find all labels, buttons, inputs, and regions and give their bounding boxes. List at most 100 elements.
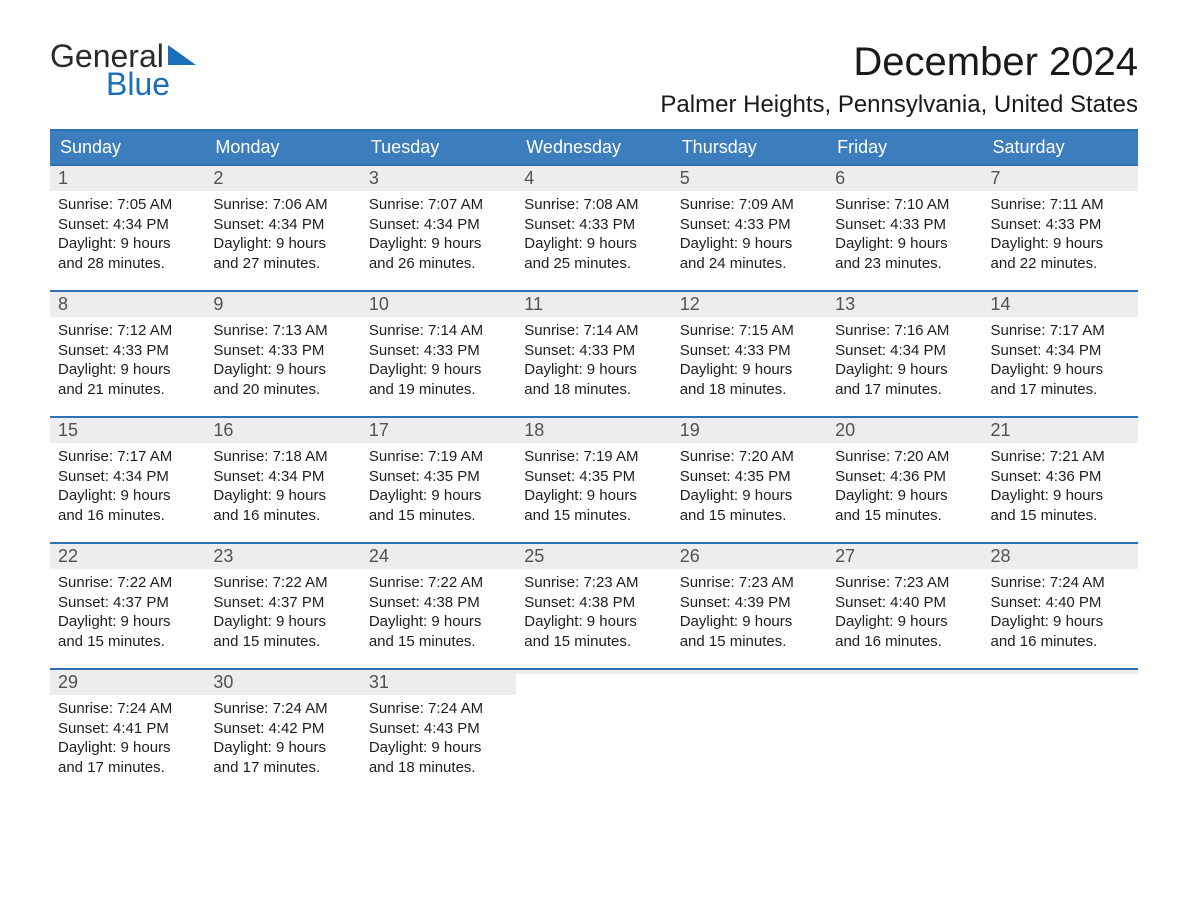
day-line-ss: Sunset: 4:34 PM (213, 467, 352, 487)
day-line-ss: Sunset: 4:34 PM (213, 215, 352, 235)
calendar-day: 25Sunrise: 7:23 AMSunset: 4:38 PMDayligh… (516, 544, 671, 668)
day-line-ss: Sunset: 4:38 PM (524, 593, 663, 613)
day-line-ss: Sunset: 4:42 PM (213, 719, 352, 739)
day-line-sr: Sunrise: 7:14 AM (524, 321, 663, 341)
day-line-d1: Daylight: 9 hours (213, 360, 352, 380)
day-line-d1: Daylight: 9 hours (213, 234, 352, 254)
day-line-sr: Sunrise: 7:20 AM (835, 447, 974, 467)
day-line-d2: and 16 minutes. (835, 632, 974, 652)
day-line-ss: Sunset: 4:33 PM (58, 341, 197, 361)
day-line-sr: Sunrise: 7:24 AM (991, 573, 1130, 593)
day-number: 8 (50, 292, 205, 317)
day-body: Sunrise: 7:22 AMSunset: 4:38 PMDaylight:… (361, 569, 516, 665)
day-number: 12 (672, 292, 827, 317)
day-number (672, 670, 827, 674)
day-line-ss: Sunset: 4:34 PM (58, 215, 197, 235)
calendar-day (516, 670, 671, 794)
day-number: 15 (50, 418, 205, 443)
day-line-sr: Sunrise: 7:08 AM (524, 195, 663, 215)
day-line-sr: Sunrise: 7:11 AM (991, 195, 1130, 215)
day-line-sr: Sunrise: 7:12 AM (58, 321, 197, 341)
calendar-day: 24Sunrise: 7:22 AMSunset: 4:38 PMDayligh… (361, 544, 516, 668)
day-line-sr: Sunrise: 7:13 AM (213, 321, 352, 341)
logo-sail-icon (168, 45, 196, 65)
day-body: Sunrise: 7:23 AMSunset: 4:39 PMDaylight:… (672, 569, 827, 665)
day-line-d1: Daylight: 9 hours (58, 234, 197, 254)
day-number: 13 (827, 292, 982, 317)
day-body: Sunrise: 7:11 AMSunset: 4:33 PMDaylight:… (983, 191, 1138, 287)
day-line-d1: Daylight: 9 hours (524, 360, 663, 380)
day-line-d2: and 20 minutes. (213, 380, 352, 400)
calendar-day: 5Sunrise: 7:09 AMSunset: 4:33 PMDaylight… (672, 166, 827, 290)
day-body: Sunrise: 7:23 AMSunset: 4:40 PMDaylight:… (827, 569, 982, 665)
day-line-ss: Sunset: 4:40 PM (835, 593, 974, 613)
day-line-ss: Sunset: 4:35 PM (680, 467, 819, 487)
day-line-ss: Sunset: 4:33 PM (680, 341, 819, 361)
day-line-d1: Daylight: 9 hours (213, 738, 352, 758)
day-body: Sunrise: 7:23 AMSunset: 4:38 PMDaylight:… (516, 569, 671, 665)
day-number (983, 670, 1138, 674)
calendar-day: 11Sunrise: 7:14 AMSunset: 4:33 PMDayligh… (516, 292, 671, 416)
day-line-sr: Sunrise: 7:22 AM (213, 573, 352, 593)
day-line-d1: Daylight: 9 hours (680, 360, 819, 380)
day-line-d2: and 15 minutes. (680, 506, 819, 526)
day-line-d2: and 15 minutes. (524, 632, 663, 652)
day-line-sr: Sunrise: 7:24 AM (213, 699, 352, 719)
day-line-ss: Sunset: 4:34 PM (369, 215, 508, 235)
calendar-day: 20Sunrise: 7:20 AMSunset: 4:36 PMDayligh… (827, 418, 982, 542)
day-body: Sunrise: 7:15 AMSunset: 4:33 PMDaylight:… (672, 317, 827, 413)
day-line-ss: Sunset: 4:33 PM (524, 341, 663, 361)
day-body: Sunrise: 7:08 AMSunset: 4:33 PMDaylight:… (516, 191, 671, 287)
day-line-d2: and 15 minutes. (524, 506, 663, 526)
weekday-header: Thursday (672, 131, 827, 164)
day-line-d2: and 28 minutes. (58, 254, 197, 274)
day-body: Sunrise: 7:20 AMSunset: 4:35 PMDaylight:… (672, 443, 827, 539)
day-body: Sunrise: 7:10 AMSunset: 4:33 PMDaylight:… (827, 191, 982, 287)
day-line-d2: and 17 minutes. (213, 758, 352, 778)
day-line-d1: Daylight: 9 hours (991, 486, 1130, 506)
day-body: Sunrise: 7:18 AMSunset: 4:34 PMDaylight:… (205, 443, 360, 539)
day-line-d1: Daylight: 9 hours (991, 234, 1130, 254)
calendar-day: 14Sunrise: 7:17 AMSunset: 4:34 PMDayligh… (983, 292, 1138, 416)
day-number (827, 670, 982, 674)
day-number: 19 (672, 418, 827, 443)
calendar-week: 15Sunrise: 7:17 AMSunset: 4:34 PMDayligh… (50, 416, 1138, 542)
day-line-d2: and 15 minutes. (58, 632, 197, 652)
day-line-sr: Sunrise: 7:17 AM (991, 321, 1130, 341)
day-line-d1: Daylight: 9 hours (835, 360, 974, 380)
day-number: 21 (983, 418, 1138, 443)
weekday-header-row: SundayMondayTuesdayWednesdayThursdayFrid… (50, 131, 1138, 164)
day-number: 26 (672, 544, 827, 569)
day-number: 18 (516, 418, 671, 443)
calendar-day: 4Sunrise: 7:08 AMSunset: 4:33 PMDaylight… (516, 166, 671, 290)
day-line-d1: Daylight: 9 hours (680, 234, 819, 254)
day-number: 30 (205, 670, 360, 695)
day-line-sr: Sunrise: 7:10 AM (835, 195, 974, 215)
day-body: Sunrise: 7:21 AMSunset: 4:36 PMDaylight:… (983, 443, 1138, 539)
calendar-day: 21Sunrise: 7:21 AMSunset: 4:36 PMDayligh… (983, 418, 1138, 542)
calendar-week: 8Sunrise: 7:12 AMSunset: 4:33 PMDaylight… (50, 290, 1138, 416)
day-line-d1: Daylight: 9 hours (213, 612, 352, 632)
day-body: Sunrise: 7:12 AMSunset: 4:33 PMDaylight:… (50, 317, 205, 413)
day-number: 17 (361, 418, 516, 443)
day-number: 23 (205, 544, 360, 569)
day-line-sr: Sunrise: 7:05 AM (58, 195, 197, 215)
weekday-header: Friday (827, 131, 982, 164)
day-number: 29 (50, 670, 205, 695)
day-line-d2: and 22 minutes. (991, 254, 1130, 274)
day-line-d2: and 27 minutes. (213, 254, 352, 274)
calendar-week: 29Sunrise: 7:24 AMSunset: 4:41 PMDayligh… (50, 668, 1138, 794)
day-line-sr: Sunrise: 7:18 AM (213, 447, 352, 467)
day-body: Sunrise: 7:24 AMSunset: 4:42 PMDaylight:… (205, 695, 360, 791)
calendar-day: 2Sunrise: 7:06 AMSunset: 4:34 PMDaylight… (205, 166, 360, 290)
day-line-d2: and 24 minutes. (680, 254, 819, 274)
day-line-ss: Sunset: 4:37 PM (213, 593, 352, 613)
day-body: Sunrise: 7:17 AMSunset: 4:34 PMDaylight:… (50, 443, 205, 539)
day-line-d1: Daylight: 9 hours (680, 486, 819, 506)
day-line-sr: Sunrise: 7:24 AM (369, 699, 508, 719)
day-line-sr: Sunrise: 7:17 AM (58, 447, 197, 467)
weekday-header: Saturday (983, 131, 1138, 164)
day-line-d1: Daylight: 9 hours (524, 612, 663, 632)
day-line-sr: Sunrise: 7:06 AM (213, 195, 352, 215)
day-line-sr: Sunrise: 7:22 AM (369, 573, 508, 593)
